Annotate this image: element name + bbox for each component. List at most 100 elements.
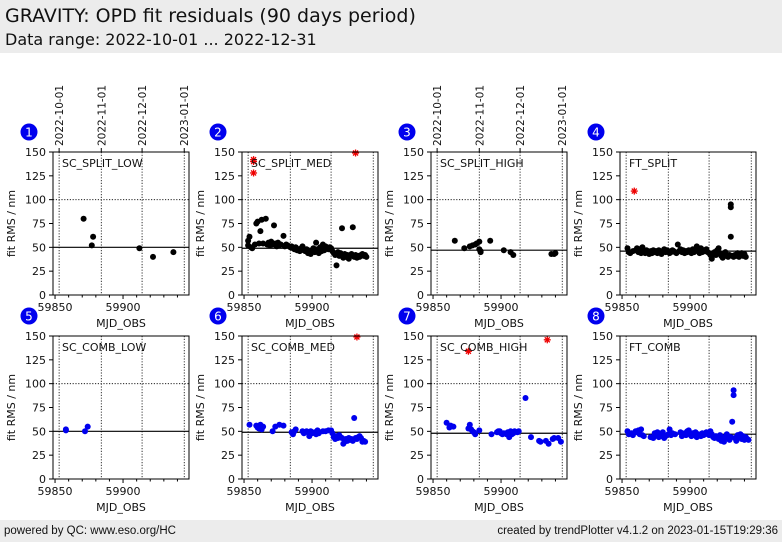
data-point [488, 431, 495, 438]
data-point [476, 238, 483, 245]
y-axis-label: fit RMS / nm [5, 190, 18, 257]
y-tick-label: 25 [410, 265, 424, 278]
x-axis-label: MJD_OBS [474, 317, 524, 330]
data-point [351, 415, 358, 421]
y-tick-label: 75 [410, 402, 424, 415]
data-point [708, 255, 715, 262]
data-point [80, 215, 87, 222]
x-axis-label: MJD_OBS [285, 317, 335, 330]
y-tick-label: 150 [403, 330, 424, 343]
panel-number: 5 [25, 310, 33, 324]
y-tick-label: 150 [25, 330, 46, 343]
panel-label: FT_COMB [629, 341, 681, 354]
data-point [246, 233, 253, 240]
data-point [88, 242, 95, 249]
y-tick-label: 0 [606, 473, 613, 486]
data-point [271, 222, 277, 229]
panel-number: 7 [403, 310, 411, 324]
y-tick-label: 0 [417, 289, 424, 302]
y-tick-label: 100 [592, 194, 613, 207]
data-point [557, 438, 564, 445]
chart-panel-5: SC_COMB_LOW 0 25 50 75 100 125 150 59850 59900 MJD… [5, 307, 190, 514]
y-tick-label: 75 [32, 218, 46, 231]
data-point [363, 253, 370, 260]
panel-number-badge [587, 307, 605, 325]
panel-number-badge [398, 123, 416, 141]
y-tick-label: 150 [214, 146, 235, 159]
data-point [280, 422, 287, 429]
outlier-marker [250, 158, 258, 166]
data-point [84, 423, 91, 430]
chart-panel-3: SC_SPLIT_HIGH 0 25 50 75 100 125 150 59850 59900 M… [383, 85, 569, 330]
y-tick-label: 150 [592, 146, 613, 159]
y-axis-label: fit RMS / nm [572, 374, 585, 441]
y-tick-label: 150 [592, 330, 613, 343]
data-point [451, 237, 458, 244]
y-tick-label: 100 [25, 378, 46, 391]
outlier-marker [250, 169, 258, 177]
y-tick-label: 25 [410, 449, 424, 462]
powered-by-text: powered by QC: www.eso.org/HC [4, 525, 176, 537]
plot-area [431, 336, 567, 479]
x-tick-label: 59900 [673, 485, 708, 498]
y-tick-label: 100 [403, 378, 424, 391]
data-point [476, 427, 483, 434]
data-point [292, 426, 299, 433]
x-axis-label: MJD_OBS [96, 501, 146, 514]
y-tick-label: 50 [410, 425, 424, 438]
panel-label: SC_COMB_HIGH [440, 341, 527, 354]
y-tick-label: 25 [221, 265, 235, 278]
outlier-marker [353, 333, 361, 341]
data-point [638, 426, 645, 433]
page-title: GRAVITY: OPD fit residuals (90 days peri… [5, 5, 416, 27]
data-range-subtitle: Data range: 2022-10-01 ... 2022-12-31 [5, 30, 317, 49]
data-point [727, 204, 734, 211]
plot-area [620, 336, 756, 479]
data-point [672, 431, 679, 438]
date-tick-label: 2022-11-01 [474, 85, 486, 146]
data-point [362, 438, 369, 445]
data-point [461, 245, 468, 252]
plot-area [620, 152, 756, 295]
y-tick-label: 125 [403, 354, 424, 367]
panel-number-badge [398, 307, 416, 325]
panel-number-badge [20, 123, 38, 141]
y-tick-label: 100 [214, 194, 235, 207]
y-axis-label: fit RMS / nm [194, 190, 207, 257]
data-point [280, 232, 287, 239]
outlier-marker [352, 149, 360, 157]
y-axis-label: fit RMS / nm [383, 190, 396, 257]
date-tick-label: 2023-01-01 [557, 85, 569, 146]
data-point [552, 250, 559, 257]
x-axis-label: MJD_OBS [663, 317, 713, 330]
chart-panel-7: SC_COMB_HIGH 0 25 50 75 100 125 150 59850 59900 MJ… [383, 307, 568, 514]
date-tick-label: 2022-12-01 [137, 85, 149, 146]
data-point [170, 249, 177, 256]
plot-area [242, 152, 378, 295]
y-tick-label: 75 [599, 402, 613, 415]
y-tick-label: 150 [214, 330, 235, 343]
y-tick-label: 0 [39, 473, 46, 486]
y-tick-label: 75 [410, 218, 424, 231]
data-point [729, 418, 736, 425]
date-tick-label: 2022-12-01 [515, 85, 527, 146]
outlier-marker [630, 187, 638, 195]
plot-area [431, 152, 567, 295]
outlier-marker [464, 347, 472, 355]
outlier-stroke [250, 158, 257, 165]
y-tick-label: 125 [592, 170, 613, 183]
y-tick-label: 125 [214, 170, 235, 183]
x-axis-label: MJD_OBS [96, 317, 146, 330]
panel-number-badge [209, 307, 227, 325]
y-tick-label: 50 [410, 241, 424, 254]
y-tick-label: 100 [592, 378, 613, 391]
panel-number: 2 [214, 126, 222, 140]
x-tick-label: 59900 [295, 485, 330, 498]
y-tick-label: 125 [25, 354, 46, 367]
data-point [510, 252, 517, 258]
data-point [262, 215, 269, 222]
data-point [333, 262, 340, 269]
panel-number-badge [20, 307, 38, 325]
date-tick-label: 2023-01-01 [179, 85, 191, 146]
page-header: GRAVITY: OPD fit residuals (90 days peri… [0, 0, 782, 53]
